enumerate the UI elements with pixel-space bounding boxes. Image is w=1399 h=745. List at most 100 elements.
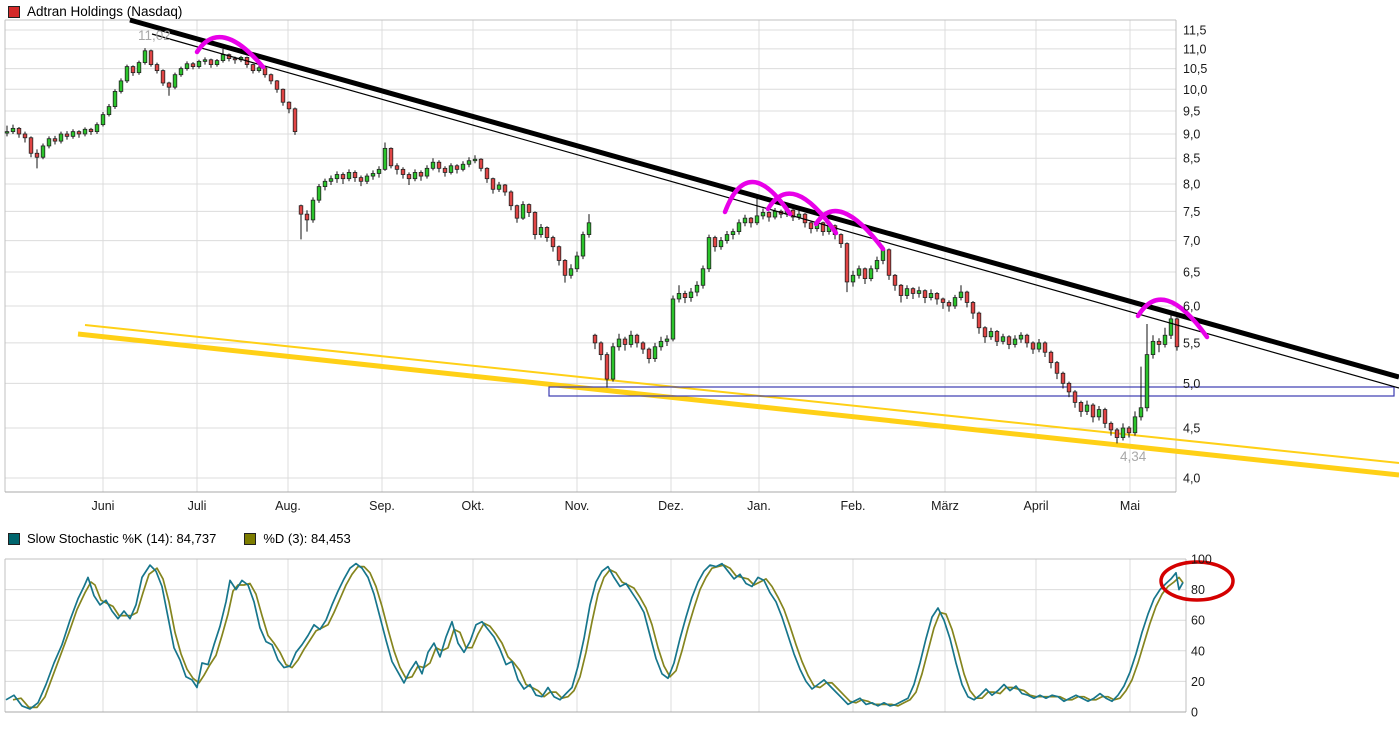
candle-down bbox=[970, 302, 976, 314]
candle-down bbox=[1024, 334, 1030, 344]
candle-up bbox=[856, 268, 862, 276]
candle-up bbox=[724, 234, 730, 241]
candle-up bbox=[754, 215, 760, 224]
candle-up bbox=[448, 165, 454, 173]
price-tick-label: 4,5 bbox=[1183, 422, 1200, 436]
candle-down bbox=[166, 82, 172, 88]
stochastic-k-legend-item: Slow Stochastic %K (14): 84,737 bbox=[8, 531, 216, 546]
trend-lines-yellow bbox=[77, 324, 1399, 478]
k-legend-label: Slow Stochastic %K (14): 84,737 bbox=[27, 531, 217, 546]
candle-down bbox=[994, 331, 1000, 342]
candle-down bbox=[298, 205, 304, 215]
candle-up bbox=[694, 284, 700, 293]
candle-up bbox=[70, 131, 76, 137]
period-low-label: 4,34 bbox=[1120, 449, 1147, 464]
price-tick-label: 9,0 bbox=[1183, 127, 1200, 141]
candle-up bbox=[580, 234, 586, 257]
candle-up bbox=[322, 180, 328, 188]
price-tick-label: 11,5 bbox=[1183, 24, 1206, 38]
candle-down bbox=[88, 128, 94, 133]
candle-up bbox=[100, 114, 106, 126]
candle-down bbox=[160, 70, 166, 84]
price-tick-label: 7,0 bbox=[1183, 234, 1200, 248]
candle-down bbox=[946, 302, 952, 307]
chart-title: Adtran Holdings (Nasdaq) bbox=[27, 4, 183, 19]
candle-up bbox=[58, 133, 64, 142]
candle-up bbox=[136, 62, 142, 74]
stochastic-grid bbox=[4, 558, 1187, 713]
candle-down bbox=[352, 172, 358, 179]
candle-up bbox=[718, 240, 724, 248]
candle-up bbox=[586, 222, 592, 235]
price-tick-label: 8,5 bbox=[1183, 152, 1200, 166]
candle-up bbox=[310, 199, 316, 221]
candle-down bbox=[892, 274, 898, 286]
candle-down bbox=[28, 137, 34, 154]
candle-up bbox=[664, 338, 670, 342]
candle-down bbox=[934, 293, 940, 300]
candle-down bbox=[286, 101, 292, 110]
highlight-arcs bbox=[194, 34, 1210, 340]
candle-up bbox=[172, 74, 178, 88]
candle-up bbox=[1150, 340, 1156, 356]
month-tick-label: Mai bbox=[1120, 499, 1140, 513]
candle-down bbox=[532, 212, 538, 235]
month-tick-label: Juni bbox=[92, 499, 115, 513]
candle-up bbox=[4, 131, 10, 134]
candle-down bbox=[508, 191, 514, 207]
candle-up bbox=[94, 124, 100, 133]
candle-down bbox=[190, 63, 196, 67]
candle-down bbox=[1048, 351, 1054, 364]
candle-down bbox=[1090, 404, 1096, 418]
stochastic-tick-label: 100 bbox=[1191, 553, 1212, 567]
candle-down bbox=[1126, 427, 1132, 434]
month-tick-label: März bbox=[931, 499, 959, 513]
price-tick-label: 10,5 bbox=[1183, 62, 1207, 76]
candle-down bbox=[1174, 318, 1180, 348]
candle-up bbox=[796, 213, 802, 218]
candle-down bbox=[280, 88, 286, 103]
candle-up bbox=[430, 161, 436, 169]
candle-down bbox=[514, 205, 520, 219]
candle-up bbox=[874, 260, 880, 270]
month-tick-label: Nov. bbox=[565, 499, 590, 513]
price-tick-label: 8,0 bbox=[1183, 177, 1200, 191]
stochastic-axis-labels: 100 80 60 40 20 0 bbox=[1191, 553, 1212, 720]
candle-up bbox=[1138, 407, 1144, 418]
month-tick-label: Juli bbox=[188, 499, 207, 513]
candle-up bbox=[178, 68, 184, 76]
candle-up bbox=[460, 163, 466, 170]
candle-down bbox=[1078, 402, 1084, 412]
candle-up bbox=[520, 204, 526, 219]
candle-down bbox=[340, 174, 346, 180]
candle-up bbox=[772, 210, 778, 218]
candle-down bbox=[748, 217, 754, 224]
candle-up bbox=[1018, 334, 1024, 340]
candle-up bbox=[220, 54, 226, 61]
highlight-ellipse bbox=[1159, 560, 1235, 602]
candle-down bbox=[1108, 422, 1114, 431]
stochastic-k-line bbox=[5, 562, 1184, 710]
candle-up bbox=[628, 334, 634, 345]
price-axis-labels: 11,5 11,0 10,5 10,0 9,5 9,0 8,5 8,0 7,5 7,0 6,5 6,0… bbox=[1183, 24, 1207, 486]
candle-up bbox=[214, 60, 220, 65]
month-tick-label: Jan. bbox=[747, 499, 771, 513]
price-tick-label: 6,5 bbox=[1183, 266, 1200, 280]
candle-down bbox=[1102, 409, 1108, 424]
candle-up bbox=[760, 212, 766, 217]
candle-up bbox=[466, 160, 472, 165]
candle-down bbox=[910, 288, 916, 294]
candle-up bbox=[568, 268, 574, 276]
candle-up bbox=[1162, 334, 1168, 345]
month-tick-label: Sep. bbox=[369, 499, 395, 513]
candle-up bbox=[412, 172, 418, 180]
support-box bbox=[548, 386, 1395, 397]
candle-up bbox=[496, 184, 502, 190]
candle-up bbox=[106, 106, 112, 116]
candle-down bbox=[1054, 362, 1060, 374]
candle-up bbox=[1012, 338, 1018, 345]
stochastic-d-line bbox=[12, 564, 1184, 709]
candle-down bbox=[232, 58, 238, 61]
candle-down bbox=[1072, 391, 1078, 403]
